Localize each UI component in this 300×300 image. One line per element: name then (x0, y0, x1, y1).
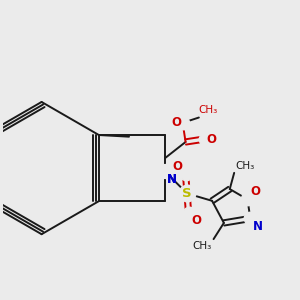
Text: CH₃: CH₃ (193, 241, 212, 250)
Text: N: N (253, 220, 263, 233)
Text: O: O (250, 185, 260, 198)
Text: O: O (191, 214, 202, 227)
Text: CH₃: CH₃ (236, 161, 255, 171)
Text: O: O (171, 116, 181, 129)
Text: N: N (167, 173, 177, 186)
Text: S: S (182, 187, 192, 200)
Text: CH₃: CH₃ (199, 105, 218, 115)
Text: O: O (172, 160, 183, 173)
Text: O: O (206, 133, 216, 146)
Text: N: N (167, 173, 177, 186)
